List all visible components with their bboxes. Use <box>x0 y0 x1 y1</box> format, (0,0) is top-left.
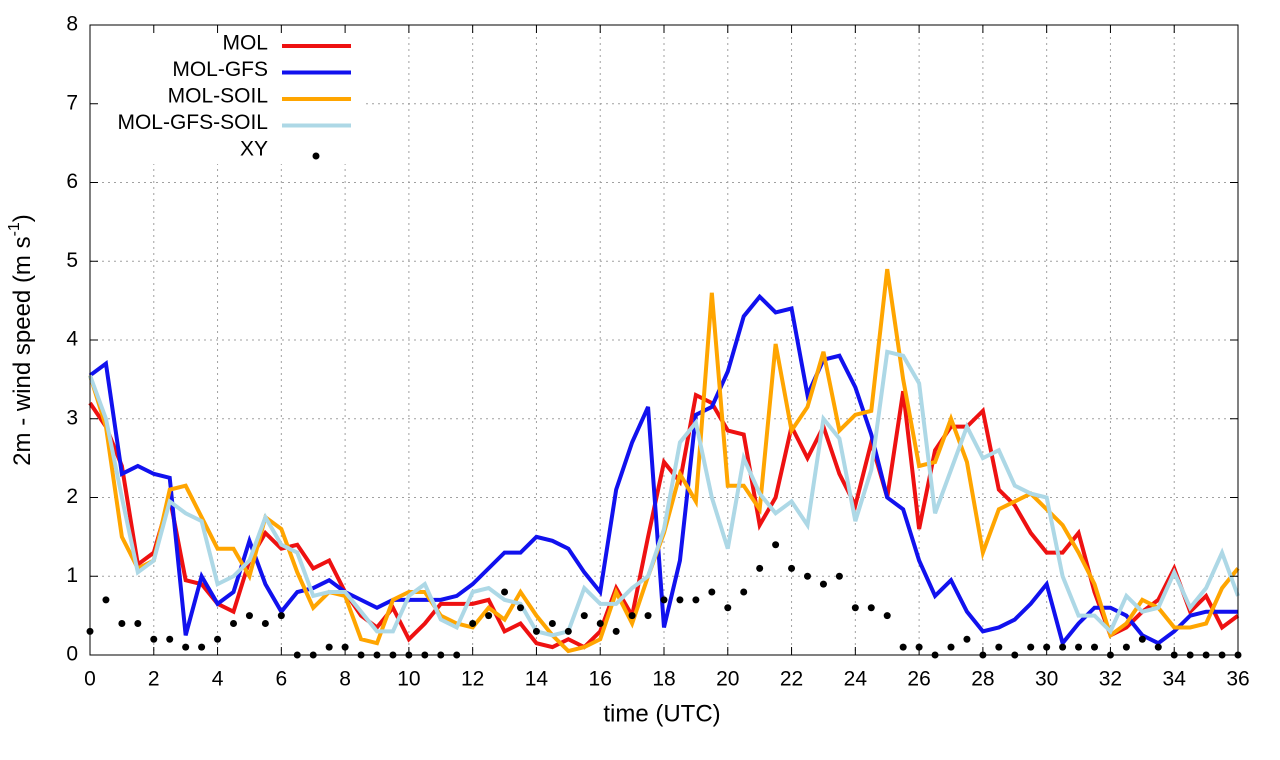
data-point <box>724 604 732 612</box>
data-point <box>772 541 780 549</box>
data-point <box>277 612 285 620</box>
y-axis-label: 2m - wind speed (m s-1) <box>6 214 36 466</box>
data-point <box>118 620 126 627</box>
data-point <box>867 604 875 612</box>
legend-label: MOL-GFS-SOIL <box>117 111 268 134</box>
y-axis-label-sup: -1 <box>6 222 23 236</box>
data-point <box>501 588 509 596</box>
data-point <box>532 627 540 635</box>
data-point <box>182 643 190 651</box>
data-point <box>756 564 764 572</box>
x-tick-label: 12 <box>461 668 484 691</box>
x-tick-label: 30 <box>1035 668 1058 691</box>
data-point <box>676 596 684 604</box>
x-tick-label: 28 <box>971 668 994 691</box>
x-tick-label: 10 <box>397 668 420 691</box>
legend-label: MOL-GFS <box>172 58 268 81</box>
legend-label: XY <box>240 138 268 161</box>
legend-label: MOL <box>222 32 268 55</box>
data-point <box>1091 643 1098 651</box>
data-point <box>325 643 333 651</box>
legend-swatch <box>312 152 320 160</box>
data-point <box>660 596 668 604</box>
data-point <box>517 604 524 612</box>
y-tick-label: 1 <box>66 564 78 587</box>
data-point <box>230 620 237 627</box>
legend-background <box>91 26 363 164</box>
x-tick-label: 24 <box>844 668 868 691</box>
data-point <box>548 620 556 627</box>
series-line <box>88 390 1240 650</box>
y-tick-label: 6 <box>66 170 78 193</box>
data-point <box>596 620 604 627</box>
data-point <box>1154 643 1162 651</box>
plot-area <box>86 268 1242 659</box>
y-tick-label: 7 <box>66 91 78 114</box>
data-point <box>261 620 269 627</box>
data-point <box>1059 643 1067 651</box>
data-point <box>134 620 142 627</box>
series-line <box>88 293 1238 648</box>
data-point <box>835 572 843 580</box>
y-axis-label-end: ) <box>9 214 36 222</box>
data-point <box>150 635 158 643</box>
data-point <box>708 588 716 596</box>
data-point <box>580 612 588 620</box>
legend: MOL MOL-GFS MOL-SOIL MOL-GFS-SOIL XY <box>117 32 351 161</box>
data-point <box>469 620 477 627</box>
x-tick-label: 2 <box>148 668 160 691</box>
data-point <box>692 596 700 604</box>
data-point <box>102 596 110 604</box>
data-point <box>819 580 827 588</box>
data-point <box>851 604 859 612</box>
y-tick-label: 5 <box>66 249 78 272</box>
x-tick-label: 16 <box>589 668 612 691</box>
data-point <box>899 643 907 651</box>
data-point <box>612 627 620 635</box>
x-tick-label: 18 <box>652 668 675 691</box>
x-axis-label: time (UTC) <box>603 700 720 727</box>
x-tick-label: 14 <box>525 668 549 691</box>
x-tick-label: 36 <box>1226 668 1249 691</box>
data-point <box>564 627 572 635</box>
data-point <box>644 612 652 620</box>
y-axis-label-main: 2m - wind speed (m s <box>9 236 36 465</box>
x-tick-label: 20 <box>716 668 739 691</box>
data-point <box>1138 635 1146 643</box>
y-tick-label: 0 <box>66 643 78 666</box>
data-point <box>245 612 253 620</box>
x-tick-label: 26 <box>907 668 930 691</box>
data-point <box>198 643 206 651</box>
x-tick-label: 22 <box>780 668 803 691</box>
data-point <box>1122 643 1130 651</box>
y-tick-label: 4 <box>66 328 78 351</box>
x-tick-label: 4 <box>212 668 224 691</box>
data-point <box>740 588 748 596</box>
series-line <box>88 349 1240 638</box>
data-point <box>883 612 891 620</box>
x-tick-label: 0 <box>84 668 96 691</box>
x-tick-label: 6 <box>275 668 287 691</box>
y-tick-label: 2 <box>66 485 78 508</box>
x-tick-label: 34 <box>1163 668 1187 691</box>
data-point <box>1075 643 1083 651</box>
x-tick-label: 32 <box>1099 668 1122 691</box>
data-point <box>1027 643 1035 651</box>
data-point <box>166 635 174 643</box>
y-tick-label: 8 <box>66 13 78 36</box>
data-point <box>485 612 493 620</box>
data-point <box>214 635 222 643</box>
data-point <box>963 635 971 643</box>
data-point <box>947 643 955 651</box>
data-point <box>788 564 796 572</box>
x-tick-label: 8 <box>339 668 351 691</box>
data-point <box>804 572 811 580</box>
data-point <box>628 612 636 620</box>
legend-label: MOL-SOIL <box>168 85 268 108</box>
data-point <box>995 643 1003 651</box>
y-tick-label: 3 <box>66 406 78 429</box>
